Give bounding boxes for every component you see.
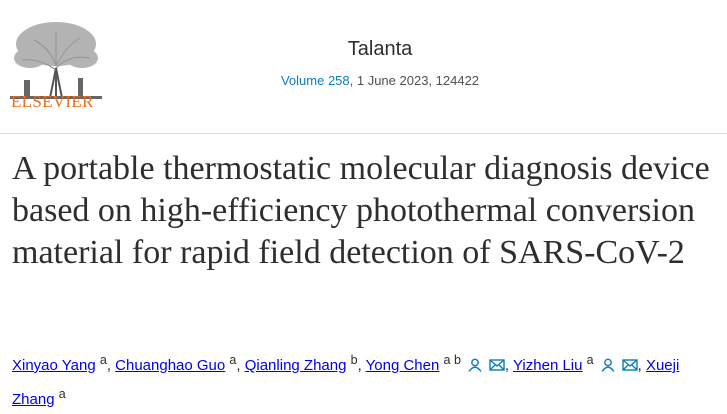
author: Xueji Zhang a (12, 357, 679, 408)
author-separator: , (504, 357, 510, 374)
author-email-icon[interactable] (621, 358, 638, 372)
publisher-logo[interactable] (10, 8, 102, 112)
journal-name[interactable]: Talanta (347, 38, 413, 60)
author-name[interactable]: Xinyao Yang (12, 357, 96, 374)
author-profile-icon[interactable] (600, 358, 616, 372)
affiliation-marker[interactable]: a (586, 353, 594, 367)
affiliation-marker[interactable]: a (58, 387, 66, 401)
author-email-icon[interactable] (489, 358, 505, 372)
affiliation-marker[interactable]: b (350, 353, 358, 367)
author: Yizhen Liu a, (512, 353, 642, 374)
article-title: A portable thermostatic molecular diagno… (12, 150, 710, 271)
author: Yong Chen a b, (365, 353, 510, 374)
author-profile-icon[interactable] (467, 358, 483, 372)
author: Xinyao Yang a, (12, 353, 111, 374)
issue-info: , 1 June 2023, 124422 (349, 73, 480, 88)
author: Chuanghao Guo a, (115, 353, 241, 374)
affiliation-marker[interactable]: a (99, 353, 107, 367)
volume-line: Volume 258, 1 June 2023, 124422 (0, 73, 727, 88)
publisher-name: ELSEVIER (11, 92, 94, 111)
author-name[interactable]: Xueji Zhang (12, 357, 680, 408)
author-name[interactable]: Chuanghao Guo (115, 357, 226, 374)
author-name[interactable]: Yong Chen (365, 357, 440, 374)
author: Qianling Zhang b, (244, 353, 362, 374)
author-name[interactable]: Qianling Zhang (244, 357, 347, 374)
author-separator: , (637, 357, 642, 374)
affiliation-marker[interactable]: a (229, 353, 237, 367)
author-list: Xinyao Yang a, Chuanghao Guo a, Qianling… (12, 346, 712, 414)
author-separator: , (106, 357, 111, 374)
affiliation-marker[interactable]: a b (443, 353, 461, 367)
volume-link[interactable]: Volume 258 (280, 73, 350, 88)
author-name[interactable]: Yizhen Liu (512, 357, 583, 374)
author-separator: , (357, 357, 362, 374)
divider (0, 133, 727, 134)
author-separator: , (236, 357, 241, 374)
